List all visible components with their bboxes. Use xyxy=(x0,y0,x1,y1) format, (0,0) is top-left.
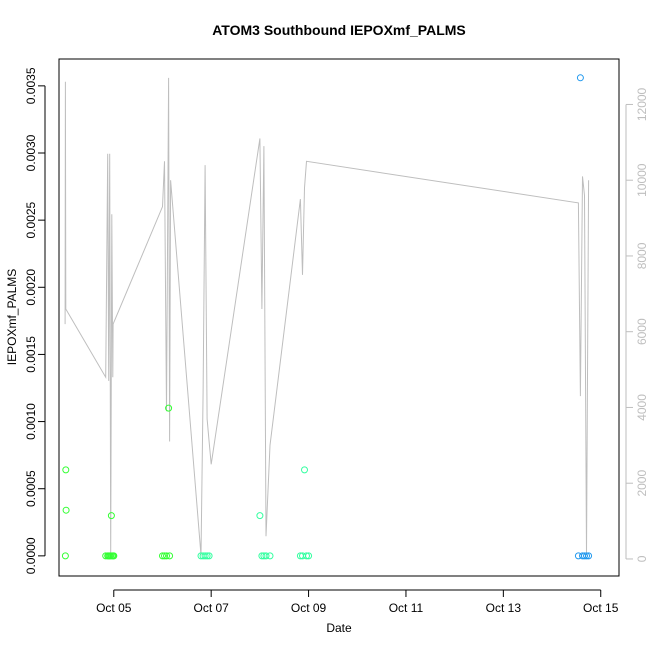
y2-tick-label: 2000 xyxy=(635,470,649,497)
data-point xyxy=(303,552,310,560)
y-tick-label: 0.0035 xyxy=(24,67,38,104)
y-tick-label: 0.0020 xyxy=(24,269,38,306)
plot-frame xyxy=(58,58,620,577)
data-point xyxy=(262,552,270,560)
x-tick-label: Oct 15 xyxy=(583,601,619,615)
x-tick-label: Oct 05 xyxy=(96,601,132,615)
data-point xyxy=(301,466,308,474)
data-point xyxy=(161,552,168,560)
y2-tick-label: 8000 xyxy=(635,242,649,269)
x-tick-label: Oct 13 xyxy=(486,601,522,615)
data-point xyxy=(576,74,584,82)
y-tick-label: 0.0025 xyxy=(24,201,38,238)
point-series xyxy=(61,74,593,560)
y2-tick-label: 4000 xyxy=(635,394,649,421)
data-point xyxy=(201,552,209,560)
y-tick-label: 0.0015 xyxy=(24,336,38,373)
y2-tick-label: 10000 xyxy=(635,163,649,197)
y2-tick-label: 12000 xyxy=(635,87,649,121)
data-point xyxy=(203,552,211,560)
data-point xyxy=(256,512,264,520)
data-point xyxy=(62,466,70,474)
y-axis-label: IEPOXmf_PALMS xyxy=(5,269,19,365)
data-point xyxy=(258,552,266,560)
data-point xyxy=(107,512,115,520)
data-point xyxy=(585,552,593,560)
data-point xyxy=(163,552,170,560)
data-point xyxy=(166,552,174,560)
x-tick-label: Oct 11 xyxy=(389,601,424,615)
data-point xyxy=(159,552,166,560)
y-tick-label: 0.0005 xyxy=(24,470,38,507)
y2-tick-label: 0 xyxy=(635,555,649,562)
data-point xyxy=(110,552,118,560)
y-tick-label: 0.0030 xyxy=(24,134,38,171)
data-point xyxy=(62,506,70,514)
y2-series-line xyxy=(64,77,590,556)
data-point xyxy=(266,552,274,560)
y2-tick-label: 6000 xyxy=(635,318,649,345)
y-tick-label: 0.0000 xyxy=(24,537,38,574)
x-tick-label: Oct 07 xyxy=(193,601,229,615)
y-tick-label: 0.0010 xyxy=(24,403,38,440)
y2-line-series xyxy=(64,77,590,556)
x-axis-label: Date xyxy=(326,621,352,635)
axes: Oct 05 Oct 07 Oct 09 Oct 11 Oct 13 Oct 15 0.00… xyxy=(24,67,649,615)
data-point xyxy=(583,552,590,560)
data-point xyxy=(165,404,173,412)
data-point xyxy=(581,552,588,560)
chart-title: ATOM3 Southbound IEPOXmf_PALMS xyxy=(212,22,466,38)
data-point xyxy=(61,552,69,560)
x-tick-label: Oct 09 xyxy=(291,601,327,615)
data-point xyxy=(305,552,313,560)
data-point xyxy=(205,552,213,560)
